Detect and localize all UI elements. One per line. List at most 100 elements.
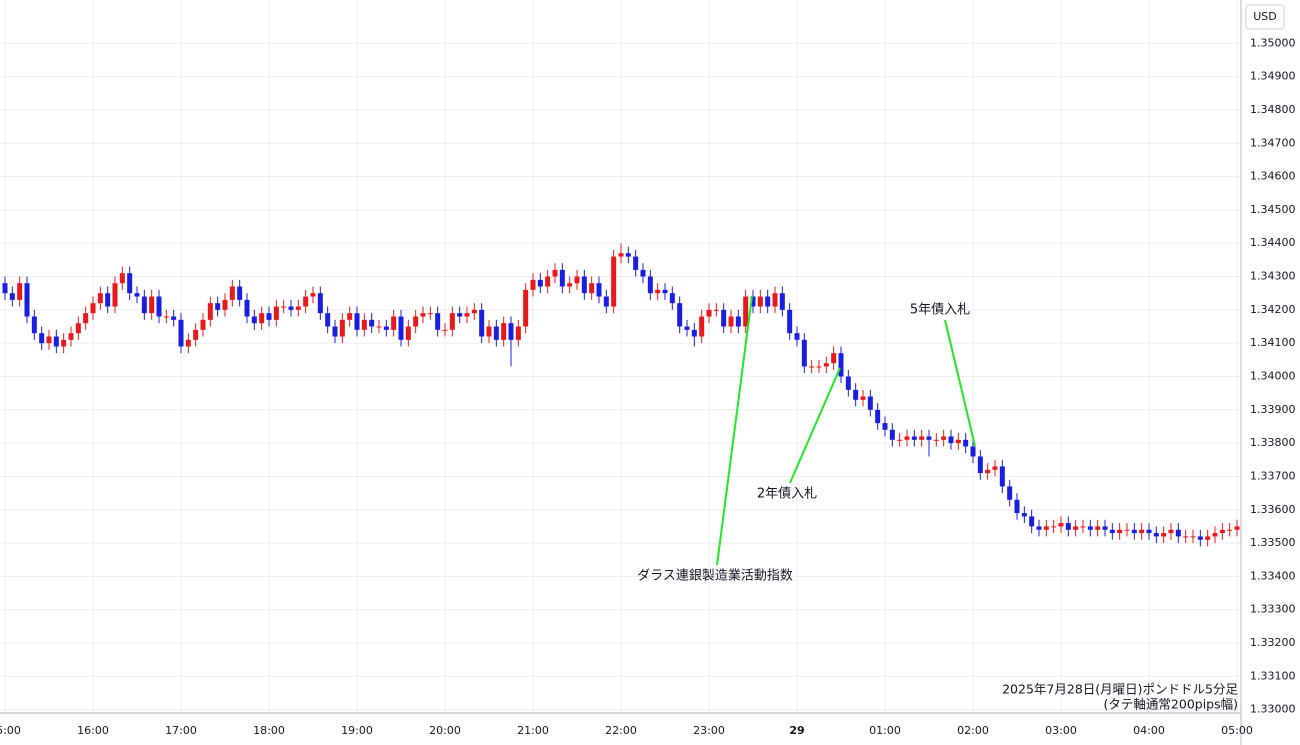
y-tick-label: 1.34800	[1250, 103, 1296, 116]
candle-body	[53, 336, 59, 347]
candle-body	[1007, 486, 1013, 500]
candle-body	[501, 323, 507, 340]
candle-body	[860, 396, 866, 400]
candle-body	[611, 256, 617, 307]
candle-body	[1073, 526, 1079, 530]
candle-body	[442, 329, 448, 331]
candle-body	[413, 316, 419, 327]
y-tick-label: 1.33500	[1250, 536, 1296, 549]
candle-body	[39, 333, 45, 344]
currency-box	[1245, 4, 1285, 30]
candle-body	[354, 313, 360, 330]
y-tick-label: 1.33300	[1250, 603, 1296, 616]
candle-body	[281, 306, 287, 308]
candle-body	[1021, 513, 1027, 517]
candle-body	[743, 296, 749, 327]
candle-body	[2, 283, 8, 294]
x-tick-label: 04:00	[1133, 724, 1165, 737]
y-tick-label: 1.33400	[1250, 569, 1296, 582]
candle-body	[948, 436, 954, 444]
x-tick-label: 19:00	[341, 724, 373, 737]
x-tick-label: 02:00	[957, 724, 989, 737]
candle-body	[889, 429, 895, 440]
candle-body	[1080, 526, 1086, 528]
x-tick-label: 23:00	[693, 724, 725, 737]
candle-body	[317, 293, 323, 314]
candle-body	[1153, 533, 1159, 537]
candle-body	[552, 269, 558, 277]
y-tick-label: 1.34500	[1250, 203, 1296, 216]
candle-body	[295, 306, 301, 310]
candle-body	[457, 313, 463, 317]
candle-body	[178, 319, 184, 347]
chart-subnote: (タテ軸通常200pips幅)	[1104, 697, 1238, 712]
candle-body	[1234, 526, 1240, 530]
candle-body	[853, 389, 859, 400]
candle-body	[325, 313, 331, 327]
candle-body	[589, 283, 595, 294]
annotation-line	[789, 367, 841, 484]
candle-body	[1146, 529, 1152, 534]
candle-body	[581, 276, 587, 294]
annotation: 2年債入札	[757, 487, 817, 502]
candle-body	[207, 303, 213, 320]
candle-body	[1029, 516, 1035, 527]
y-tick-label: 1.33800	[1250, 436, 1296, 449]
candle-body	[486, 326, 492, 337]
candle-body	[237, 286, 243, 300]
y-tick-label: 1.34900	[1250, 70, 1296, 83]
x-tick-label: 16:00	[77, 724, 109, 737]
candle-body	[992, 466, 998, 470]
candle-body	[1036, 526, 1042, 530]
annotation: ダラス連銀製造業活動指数	[637, 568, 793, 584]
x-tick-label: 01:00	[869, 724, 901, 737]
y-tick-label: 1.34000	[1250, 369, 1296, 382]
candle-body	[171, 316, 177, 320]
candle-body	[911, 436, 917, 440]
candle-body	[1124, 529, 1130, 531]
candle-body	[875, 409, 881, 424]
candle-body	[904, 436, 910, 440]
candle-body	[1205, 536, 1211, 540]
candle-body	[735, 316, 741, 327]
candle-body	[266, 313, 272, 320]
candle-body	[112, 283, 118, 307]
candle-body	[530, 279, 536, 290]
candle-body	[405, 326, 411, 340]
candle-body	[699, 316, 705, 337]
candle-body	[985, 469, 991, 474]
candle-body	[1161, 533, 1167, 537]
candle-body	[251, 316, 257, 324]
candle-body	[229, 286, 235, 300]
candle-body	[134, 293, 140, 297]
candle-body	[391, 316, 397, 330]
y-tick-label: 1.34100	[1250, 336, 1296, 349]
candle-body	[435, 313, 441, 330]
candle-body	[1117, 529, 1123, 534]
candle-body	[1014, 499, 1020, 514]
x-tick-label: 22:00	[605, 724, 637, 737]
candle-body	[310, 293, 316, 297]
tick-labels: 1.33000 1.33100 1.33200 1.33300 1.33400 1.335…	[0, 36, 1296, 737]
candle-body	[1043, 526, 1049, 530]
candle-body	[757, 296, 763, 307]
candle-body	[105, 293, 111, 307]
x-tick-label: 15:00	[0, 724, 21, 737]
x-tick-label: 20:00	[429, 724, 461, 737]
candle-body	[537, 279, 543, 287]
candle-body	[361, 319, 367, 330]
candle-body	[787, 309, 793, 334]
candle-body	[17, 283, 23, 300]
y-tick-label: 1.34400	[1250, 236, 1296, 249]
candle-body	[691, 329, 697, 337]
y-tick-label: 1.33600	[1250, 503, 1296, 516]
candle-body	[809, 366, 815, 368]
candle-body	[750, 296, 756, 307]
candle-body	[9, 293, 15, 300]
candle-body	[669, 293, 675, 304]
candle-body	[244, 299, 250, 317]
candle-body	[31, 316, 37, 334]
candle-body	[1065, 523, 1071, 530]
candle-body	[215, 303, 221, 310]
